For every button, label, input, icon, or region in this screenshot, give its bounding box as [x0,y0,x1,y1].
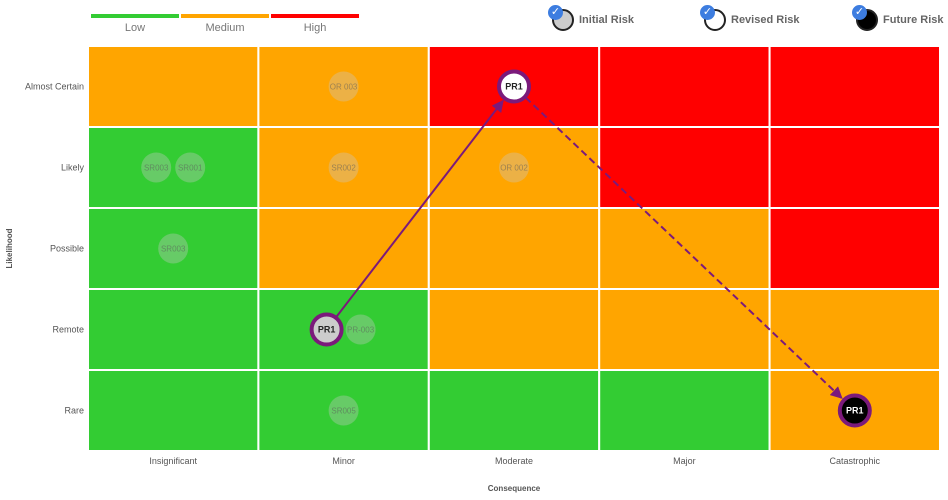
legend-initial-risk[interactable]: ✓ Initial Risk [548,5,635,34]
severity-label: Low [124,22,146,34]
risk-bubble[interactable]: SR001 [175,152,206,183]
risk-bubble[interactable]: OR 003 [328,71,359,102]
risk-bubble-circle [175,152,206,183]
risk-bubble-label: OR 003 [330,83,358,92]
y-tick-label: Rare [64,406,84,416]
severity-color-bar [91,14,179,18]
matrix-cell [598,45,771,128]
x-tick-label: Insignificant [149,456,197,466]
future-risk-swatch-icon: ✓ [852,5,878,31]
risk-bubble-label: SR002 [331,164,356,173]
risk-bubble-circle [141,152,172,183]
matrix-cell [257,207,430,290]
y-tick-label: Possible [50,244,84,254]
risk-bubble-label: SR003 [144,164,169,173]
legend-revised-risk[interactable]: ✓ Revised Risk [700,5,800,34]
risk-bubble-label: OR 002 [500,164,528,173]
y-tick-label: Likely [61,163,85,173]
tracked-risk-label: PR1 [505,82,523,92]
matrix-cell [768,369,941,452]
check-icon: ✓ [700,5,715,20]
risk-bubble-label: SR003 [161,245,186,254]
check-icon: ✓ [852,5,867,20]
matrix-cell [598,288,771,371]
tracked-risk-circle [837,393,872,428]
matrix-cell [598,207,771,290]
severity-label: Medium [205,22,245,34]
severity-color-bar [271,14,359,18]
x-axis-title: Consequence [488,484,541,493]
matrix-cell [87,126,260,209]
risk-bubble-circle [328,71,359,102]
tracked-risk-circle [497,69,531,104]
matrix-cell [768,45,941,128]
tracked-risk-label: PR1 [318,325,336,335]
severity-label: High [303,22,327,34]
matrix-cell [257,126,430,209]
severity-legend-high: High [270,14,360,34]
matrix-cell [427,288,601,371]
matrix-cell [768,207,941,290]
revised-risk-swatch-icon: ✓ [700,5,726,31]
matrix-cell [87,288,260,371]
risk-bubble-circle [158,233,189,264]
matrix-cell [598,369,771,452]
y-tick-label: Remote [52,325,84,335]
matrix-cell [427,207,601,290]
tracked-risk-revised-risk[interactable]: PR1 [497,69,531,104]
severity-legend: Low Medium High [90,14,360,34]
risk-future-arrow [524,96,843,399]
matrix-cell [768,126,941,209]
matrix-cell [257,369,430,452]
tracked-risk-circle [309,312,344,347]
risk-bubble-circle [499,152,529,183]
severity-color-bar [181,14,269,18]
risk-trajectory-arrow [335,99,504,318]
risk-bubble-label: SR005 [331,407,356,416]
legend-label: Initial Risk [579,14,635,26]
matrix-cell [87,369,260,452]
risk-bubble[interactable]: SR003 [158,233,189,264]
initial-risk-swatch-icon: ✓ [548,5,574,31]
legend-label: Future Risk [883,14,944,26]
x-tick-label: Minor [332,456,355,466]
risk-bubble-label: PR-003 [347,326,375,335]
severity-legend-low: Low [90,14,180,34]
severity-legend-medium: Medium [180,14,270,34]
risk-bubble[interactable]: OR 002 [499,152,529,183]
check-icon: ✓ [548,5,563,20]
y-axis-title: Likelihood [5,228,14,268]
risk-bubble-circle [328,395,359,426]
risk-bubble[interactable]: SR005 [328,395,359,426]
matrix-cell [768,288,941,371]
risk-bubble[interactable]: SR003 [141,152,172,183]
risk-bubble-circle [328,152,359,183]
risk-bubble-label: SR001 [178,164,203,173]
legend-future-risk[interactable]: ✓ Future Risk [852,5,944,34]
matrix-cell [257,45,430,128]
x-tick-label: Moderate [495,456,533,466]
matrix-cell [598,126,771,209]
legend-label: Revised Risk [731,14,800,26]
risk-bubble[interactable]: SR002 [328,152,359,183]
x-tick-label: Catastrophic [830,456,881,466]
y-tick-label: Almost Certain [25,82,84,92]
x-tick-label: Major [673,456,696,466]
tracked-risk-initial-risk[interactable]: PR1 [309,312,344,347]
matrix-cell [427,369,601,452]
tracked-risk-future-risk[interactable]: PR1 [837,393,872,428]
matrix-cell [87,45,260,128]
risk-bubble-circle [345,314,376,345]
risk-bubble[interactable]: PR-003 [345,314,376,345]
tracked-risk-label: PR1 [846,406,864,416]
